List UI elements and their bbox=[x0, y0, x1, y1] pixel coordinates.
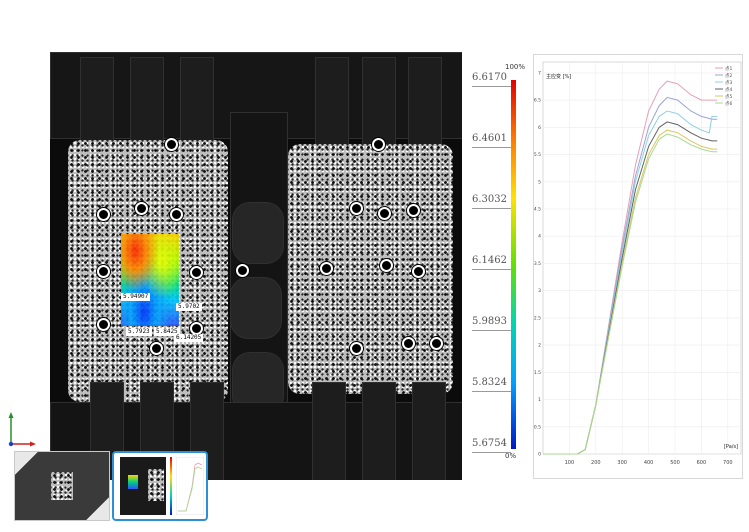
scale-bottom-label: 0% bbox=[505, 452, 517, 460]
legend-label: 点5 bbox=[725, 94, 732, 100]
thumb-chart bbox=[176, 457, 204, 515]
target-marker bbox=[372, 138, 385, 151]
y-tick-label: 3 bbox=[538, 288, 541, 294]
probe-label: 5.94907 bbox=[121, 293, 151, 301]
series-line-6 bbox=[543, 133, 718, 455]
y-tick-label: 1 bbox=[538, 397, 541, 403]
x-tick-label: 200 bbox=[591, 460, 601, 466]
bottom-grip bbox=[312, 382, 346, 480]
strain-heatmap-overlay[interactable] bbox=[121, 234, 179, 326]
x-tick-label: 600 bbox=[697, 460, 707, 466]
clamp-pad bbox=[232, 202, 284, 264]
target-marker bbox=[320, 262, 333, 275]
y-tick-label: 2.5 bbox=[534, 315, 541, 321]
top-grip bbox=[315, 57, 349, 154]
speckle-specimen-right bbox=[288, 144, 453, 394]
x-tick-label: 700 bbox=[723, 460, 733, 466]
x-tick-label: 500 bbox=[670, 460, 680, 466]
y-tick-label: 1.5 bbox=[534, 370, 541, 376]
y-tick-label: 7 bbox=[538, 70, 541, 76]
y-tick-label: 4 bbox=[538, 234, 541, 240]
x-tick-label: 400 bbox=[644, 460, 654, 466]
y-tick-label: 6 bbox=[538, 125, 541, 131]
scale-divider bbox=[472, 452, 511, 453]
legend-label: 点2 bbox=[725, 73, 732, 79]
bottom-grip bbox=[362, 382, 396, 480]
y-tick-label: 0 bbox=[538, 452, 541, 458]
y-tick-label: 5.5 bbox=[534, 152, 541, 158]
y-tick-label: 5 bbox=[538, 179, 541, 185]
scale-divider bbox=[472, 269, 511, 270]
target-marker bbox=[135, 202, 148, 215]
probe-label: 5.8425 bbox=[154, 328, 180, 336]
scale-divider bbox=[472, 330, 511, 331]
bottom-grip bbox=[412, 382, 446, 480]
axis-orientation-icon bbox=[8, 412, 36, 447]
scale-divider bbox=[472, 208, 511, 209]
scale-value: 6.3032 bbox=[472, 194, 507, 205]
thumb-heatmap bbox=[128, 475, 138, 489]
thumbnail-analysis-view[interactable] bbox=[112, 451, 208, 521]
clamp-pad bbox=[230, 277, 282, 339]
x-tick-label: 300 bbox=[617, 460, 627, 466]
target-marker bbox=[402, 337, 415, 350]
y-tick-label: 0.5 bbox=[534, 424, 541, 430]
scale-value: 5.6754 bbox=[472, 438, 507, 449]
y-tick-label: 6.5 bbox=[534, 98, 541, 104]
probe-label: 5.7923 bbox=[126, 328, 152, 336]
probe-label: 5.9702 bbox=[176, 303, 202, 311]
scale-value: 5.8324 bbox=[472, 377, 507, 388]
scale-value: 6.6170 bbox=[472, 72, 507, 83]
target-marker bbox=[190, 266, 203, 279]
target-marker bbox=[97, 318, 110, 331]
y-tick-label: 3.5 bbox=[534, 261, 541, 267]
thumb-colorbar bbox=[170, 457, 172, 515]
target-marker bbox=[350, 342, 363, 355]
top-grip bbox=[408, 57, 442, 154]
scale-value: 6.4601 bbox=[472, 133, 507, 144]
legend-label: 点6 bbox=[725, 101, 732, 107]
thumbnail-camera-view[interactable] bbox=[14, 451, 110, 521]
target-marker bbox=[380, 259, 393, 272]
x-tick-label: 100 bbox=[565, 460, 575, 466]
target-marker bbox=[236, 264, 249, 277]
strain-curve-chart[interactable]: 100 200 300 400 500 600 700 0 0.5 1 1.5 2 2.5 3 3.5 4 4.… bbox=[533, 54, 743, 479]
color-scale-bar bbox=[511, 80, 516, 449]
y-tick-label: 2 bbox=[538, 343, 541, 349]
target-marker bbox=[378, 207, 391, 220]
probe-label: 6.14205 bbox=[174, 334, 204, 342]
scale-divider bbox=[472, 86, 511, 87]
legend-label: 点1 bbox=[725, 66, 732, 72]
scale-divider bbox=[472, 147, 511, 148]
top-grip bbox=[80, 57, 114, 154]
scale-top-label: 100% bbox=[505, 63, 526, 71]
x-axis-label: [Pa/s] bbox=[724, 444, 738, 450]
scale-value: 5.9893 bbox=[472, 316, 507, 327]
target-marker bbox=[407, 204, 420, 217]
thumb-specimen bbox=[51, 472, 73, 500]
target-marker bbox=[430, 337, 443, 350]
thumb-specimen bbox=[148, 469, 164, 501]
scale-value: 6.1462 bbox=[472, 255, 507, 266]
target-marker bbox=[97, 265, 110, 278]
target-marker bbox=[97, 208, 110, 221]
legend-label: 点3 bbox=[725, 80, 732, 86]
target-marker bbox=[150, 342, 163, 355]
target-marker bbox=[350, 202, 363, 215]
target-marker bbox=[412, 265, 425, 278]
top-grip bbox=[130, 57, 164, 154]
scale-divider bbox=[472, 391, 511, 392]
top-grip bbox=[362, 57, 396, 154]
camera-image-viewer[interactable]: 5.94907 5.9702 5.7923 5.8425 6.14205 bbox=[50, 52, 462, 480]
y-axis-label: 主应变 [%] bbox=[546, 73, 571, 80]
target-marker bbox=[165, 138, 178, 151]
y-tick-label: 4.5 bbox=[534, 207, 541, 213]
legend-label: 点4 bbox=[725, 87, 732, 93]
target-marker bbox=[170, 208, 183, 221]
